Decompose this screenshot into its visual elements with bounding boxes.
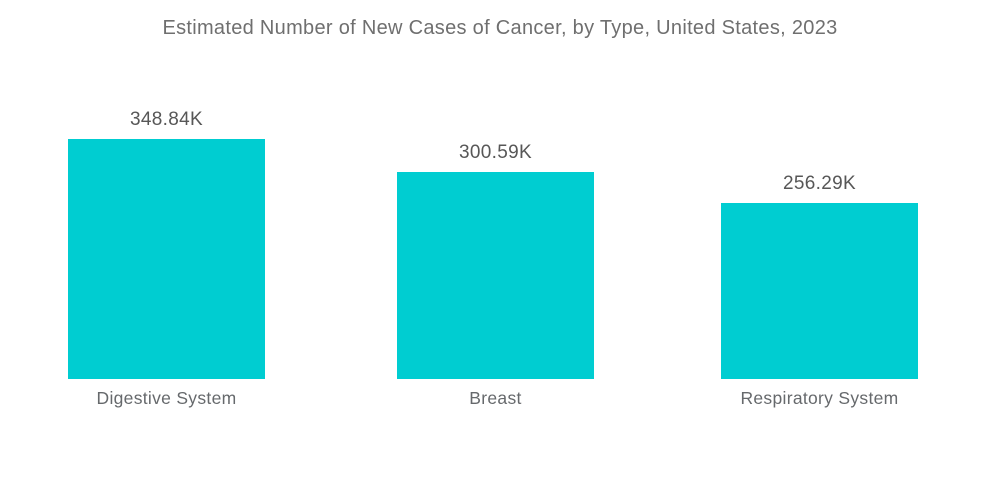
bar-group: 256.29K Respiratory System: [721, 172, 918, 408]
bar-group: 348.84K Digestive System: [68, 109, 265, 408]
bar-respiratory-system: [721, 202, 918, 379]
chart-title: Estimated Number of New Cases of Cancer,…: [162, 17, 838, 39]
bar-value-label: 256.29K: [783, 172, 856, 194]
bar-breast: [397, 172, 594, 379]
category-label: Digestive System: [96, 388, 237, 408]
category-label: Breast: [469, 388, 522, 408]
bar-value-label: 300.59K: [459, 142, 532, 164]
bar-group: 300.59K Breast: [397, 142, 594, 408]
bar-value-label: 348.84K: [130, 109, 203, 130]
category-label: Respiratory System: [740, 388, 899, 408]
bar-digestive-system: [68, 139, 265, 379]
